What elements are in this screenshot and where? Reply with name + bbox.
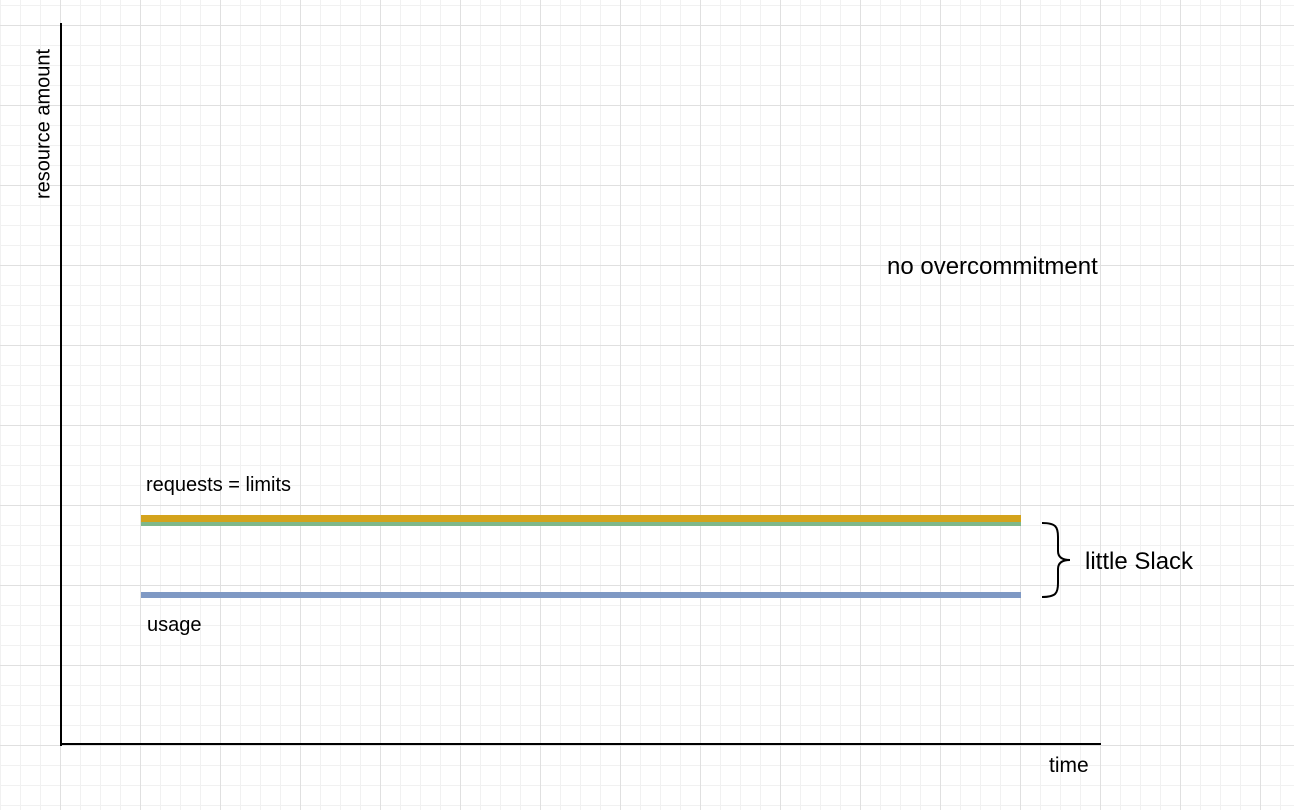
y-axis <box>60 23 62 746</box>
requests-limits-label: requests = limits <box>146 474 292 496</box>
y-axis-label: resource amount <box>32 48 55 200</box>
x-axis <box>60 743 1101 745</box>
x-axis-label: time <box>1049 754 1089 777</box>
limits-line <box>141 515 1021 522</box>
slack-brace-icon <box>1041 522 1071 598</box>
requests-line <box>141 522 1021 526</box>
diagram-title: no overcommitment <box>887 253 1098 280</box>
usage-label: usage <box>147 614 202 636</box>
slack-label: little Slack <box>1085 548 1194 575</box>
usage-line <box>141 592 1021 598</box>
